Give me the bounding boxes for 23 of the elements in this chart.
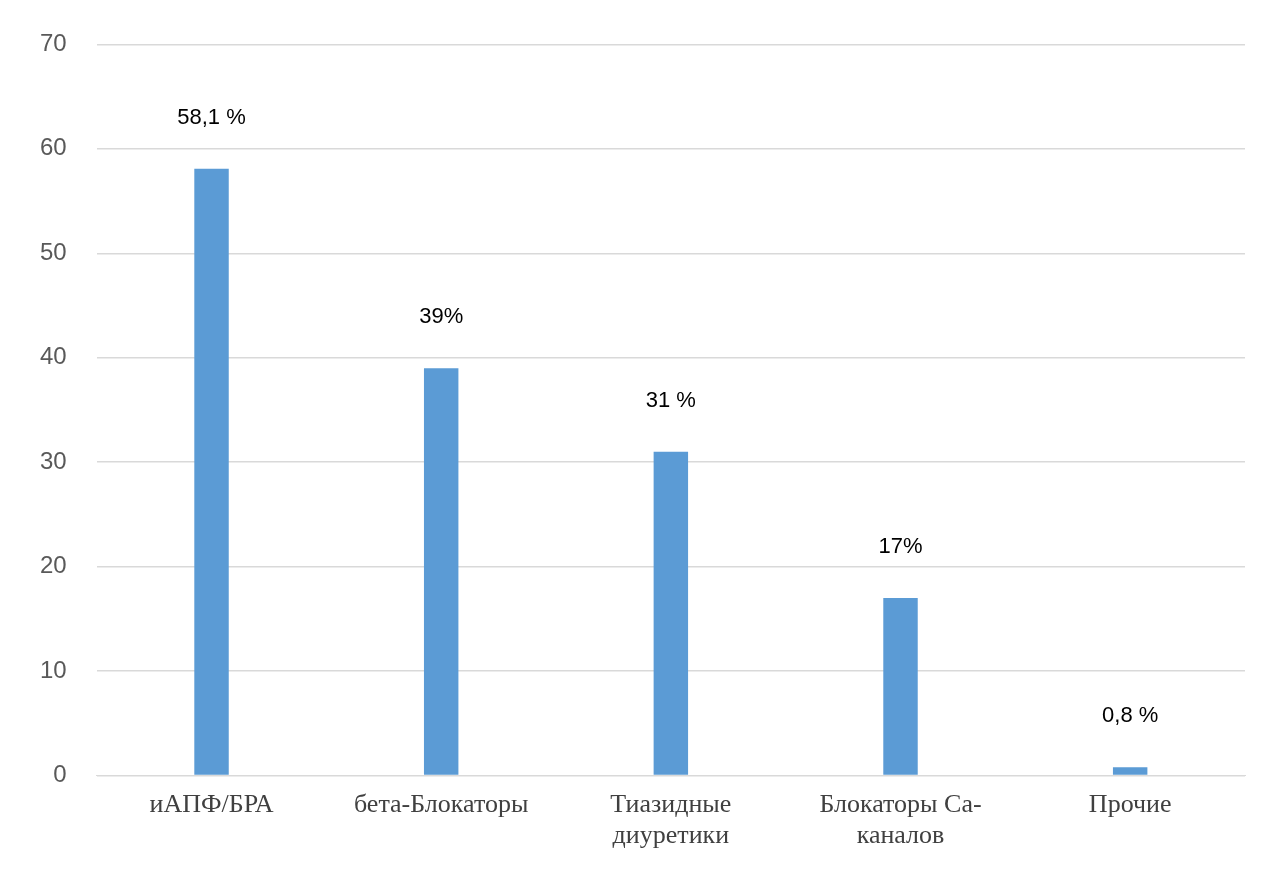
data-label: 0,8 % <box>1102 702 1159 728</box>
data-label: 39% <box>419 303 464 329</box>
y-tick-label: 30 <box>39 446 67 474</box>
y-tick-label: 70 <box>39 29 67 57</box>
y-tick-label: 10 <box>39 655 67 683</box>
y-tick-label: 60 <box>39 133 67 161</box>
x-tick-label: Блокаторы Са-каналов <box>819 789 982 850</box>
data-label: 58,1 % <box>177 103 246 129</box>
data-label: 17% <box>878 533 923 559</box>
data-label: 31 % <box>645 386 696 412</box>
y-tick-label: 0 <box>53 760 67 788</box>
y-tick-label: 50 <box>39 237 67 265</box>
bar <box>883 598 918 775</box>
x-tick-label: Тиазидные диуретики <box>610 789 732 850</box>
x-tick-label: бета-Блокаторы <box>353 789 529 819</box>
x-tick-label: Прочие <box>1088 789 1172 819</box>
bar <box>194 168 229 775</box>
bar <box>653 451 689 775</box>
y-tick-label: 20 <box>39 551 67 579</box>
x-tick-label: иАПФ/БРА <box>149 789 274 819</box>
bar <box>1112 767 1148 775</box>
bar <box>423 368 459 775</box>
y-tick-label: 40 <box>39 342 67 370</box>
